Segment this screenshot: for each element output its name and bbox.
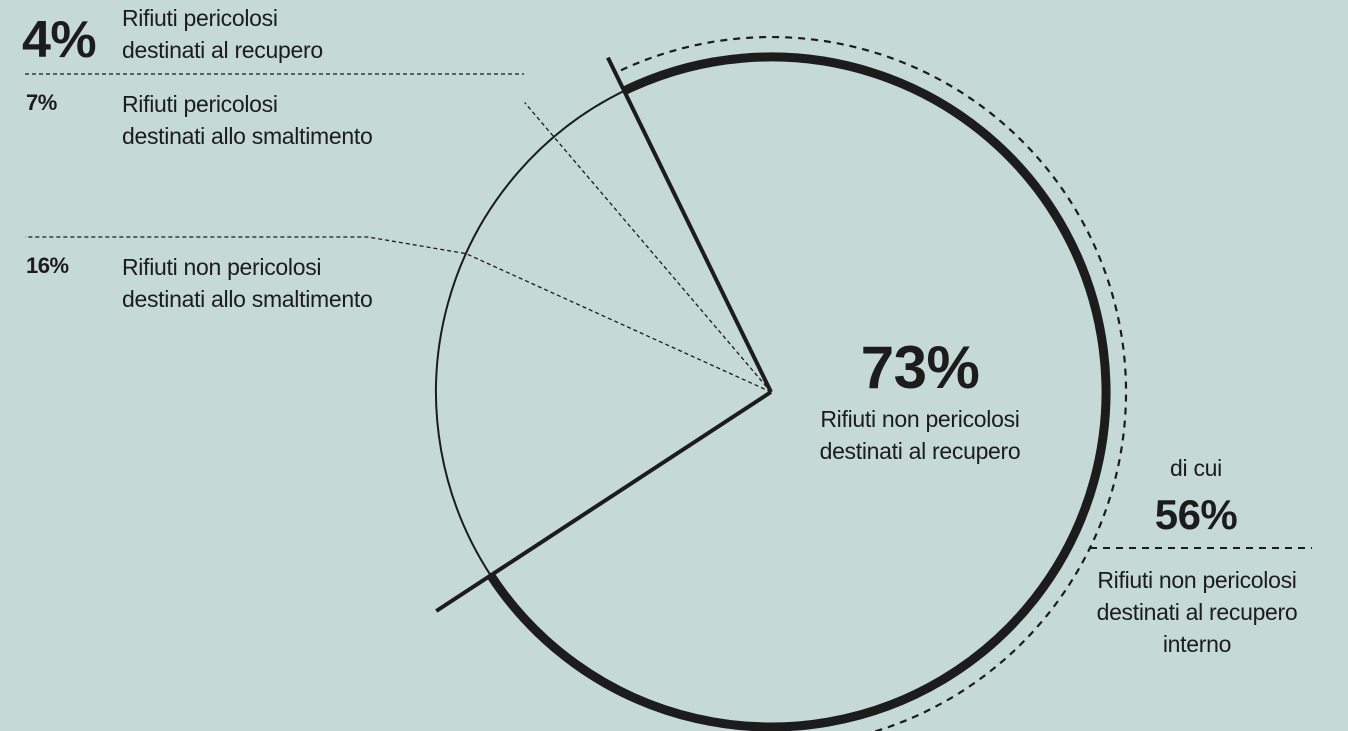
desc-main-line1: Rifiuti non pericolosi	[820, 406, 1020, 432]
desc-hazardous-disposal-line1: Rifiuti pericolosi	[122, 91, 278, 117]
desc-nonhazardous-disposal-line1: Rifiuti non pericolosi	[122, 254, 322, 280]
label-main-slice: 73% Rifiuti non pericolosi destinati al …	[795, 335, 1045, 467]
sub-segment-intro: di cui	[1170, 455, 1222, 481]
desc-hazardous-disposal-line2: destinati allo smaltimento	[122, 123, 373, 149]
desc-hazardous-recovery-line1: Rifiuti pericolosi	[122, 5, 278, 31]
arc-sub-segment	[620, 35, 1128, 731]
desc-hazardous-recovery-line2: destinati al recupero	[122, 37, 323, 63]
outline-small-slices	[435, 90, 625, 576]
percent-main: 73%	[860, 334, 980, 401]
leader-nonhazardous-disposal	[25, 236, 772, 393]
desc-internal-recovery-line2: destinati al recupero	[1096, 599, 1298, 625]
outline-main-slice	[486, 52, 1111, 731]
label-internal-recovery: Rifiuti non pericolosi destinati al recu…	[1072, 564, 1322, 660]
percent-internal-recovery: 56%	[1154, 491, 1238, 538]
desc-main-line2: destinati al recupero	[819, 438, 1021, 464]
boundary-main-start	[606, 56, 773, 393]
desc-internal-recovery-line1: Rifiuti non pericolosi	[1097, 567, 1297, 593]
desc-internal-recovery-line3: interno	[1162, 631, 1232, 657]
percent-hazardous-recovery: 4%	[22, 11, 97, 69]
boundary-hazardous	[524, 102, 772, 393]
desc-nonhazardous-disposal-line2: destinati allo smaltimento	[122, 286, 373, 312]
boundary-main-end	[435, 390, 773, 613]
percent-hazardous-disposal: 7%	[26, 90, 57, 115]
percent-nonhazardous-disposal: 16%	[26, 253, 69, 278]
